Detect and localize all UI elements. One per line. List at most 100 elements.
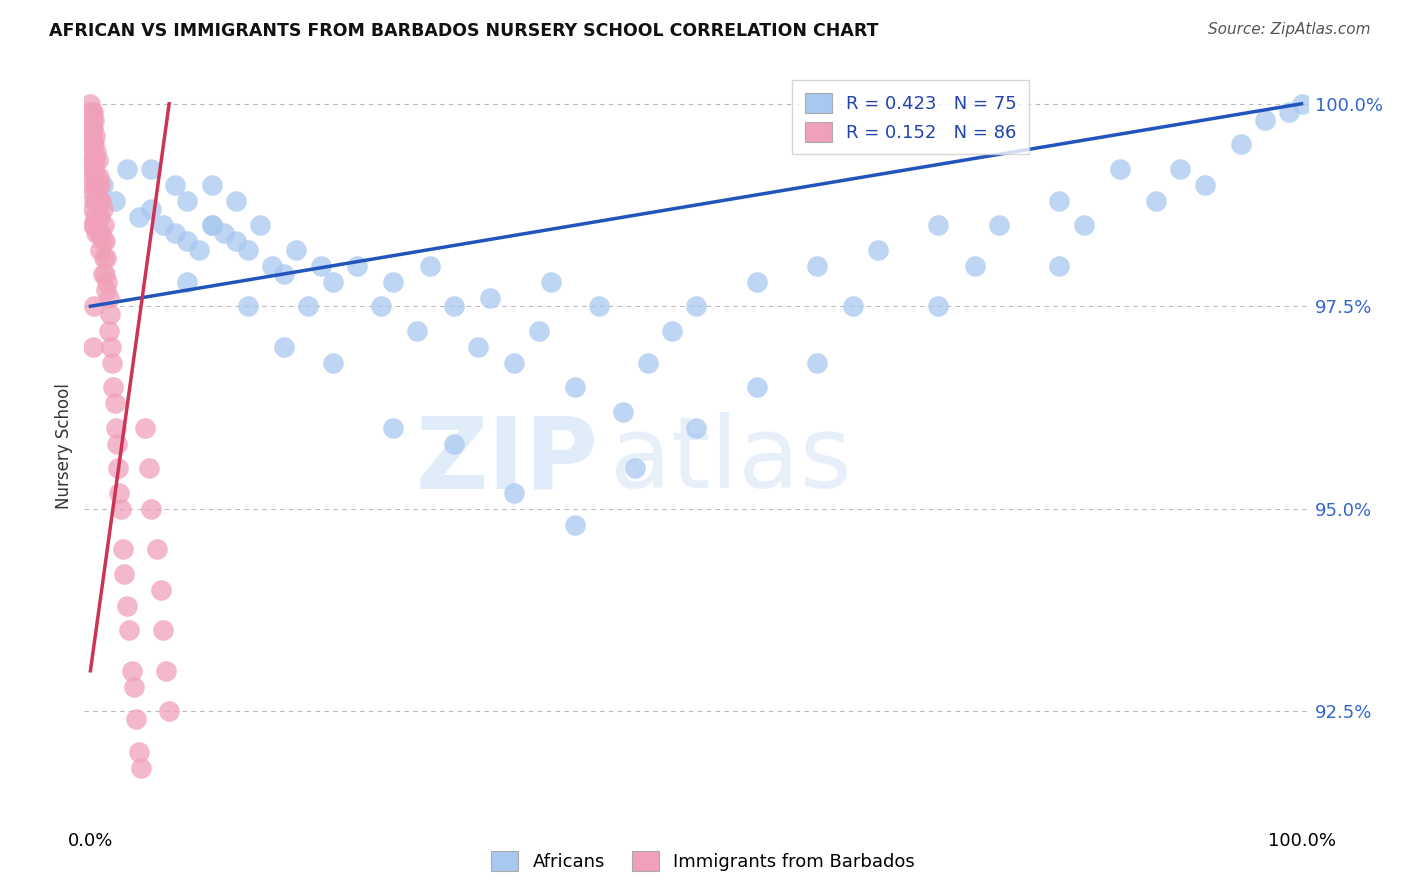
Point <box>80 178 103 192</box>
Point <box>103 380 125 394</box>
Point <box>90 194 112 208</box>
Point <box>115 161 138 176</box>
Point <box>82 153 104 168</box>
Point <box>83 219 105 233</box>
Point <box>82 104 104 119</box>
Point <box>612 404 634 418</box>
Point <box>80 161 103 176</box>
Point <box>80 121 103 136</box>
Point <box>236 299 259 313</box>
Point <box>637 356 659 370</box>
Point <box>82 219 104 233</box>
Point <box>176 275 198 289</box>
Point <box>285 243 308 257</box>
Point <box>200 219 222 233</box>
Point <box>89 243 111 257</box>
Point <box>479 291 502 305</box>
Point <box>139 161 162 176</box>
Point <box>79 96 101 111</box>
Y-axis label: Nursery School: Nursery School <box>55 383 73 509</box>
Point <box>86 145 108 160</box>
Point <box>79 104 101 119</box>
Point <box>225 194 247 208</box>
Point <box>83 112 105 127</box>
Point <box>418 259 440 273</box>
Text: ZIP: ZIP <box>415 412 598 509</box>
Point <box>84 178 107 192</box>
Text: AFRICAN VS IMMIGRANTS FROM BARBADOS NURSERY SCHOOL CORRELATION CHART: AFRICAN VS IMMIGRANTS FROM BARBADOS NURS… <box>49 22 879 40</box>
Text: atlas: atlas <box>610 412 852 509</box>
Point <box>90 227 112 241</box>
Point <box>806 356 828 370</box>
Point <box>128 210 150 224</box>
Point <box>661 324 683 338</box>
Point <box>82 202 104 216</box>
Point <box>200 219 222 233</box>
Point <box>1108 161 1130 176</box>
Point <box>370 299 392 313</box>
Point <box>297 299 319 313</box>
Point <box>94 235 117 249</box>
Point <box>842 299 865 313</box>
Point <box>1144 194 1167 208</box>
Point <box>104 421 127 435</box>
Point <box>382 275 405 289</box>
Point <box>82 137 104 152</box>
Point <box>588 299 610 313</box>
Point <box>212 227 235 241</box>
Point <box>80 129 103 144</box>
Point <box>165 178 187 192</box>
Point <box>91 202 114 216</box>
Point <box>112 542 135 557</box>
Point <box>83 161 105 176</box>
Point <box>467 340 489 354</box>
Point <box>685 421 707 435</box>
Point <box>101 356 124 370</box>
Point <box>129 761 152 775</box>
Point <box>273 340 295 354</box>
Point <box>84 153 107 168</box>
Point <box>149 582 172 597</box>
Point <box>97 324 120 338</box>
Point <box>80 145 103 160</box>
Point <box>79 121 101 136</box>
Point <box>866 243 889 257</box>
Point <box>249 219 271 233</box>
Point <box>165 227 187 241</box>
Point <box>564 518 586 533</box>
Point <box>346 259 368 273</box>
Point <box>125 712 148 726</box>
Point <box>122 680 145 694</box>
Point <box>86 169 108 184</box>
Point <box>225 235 247 249</box>
Point <box>443 299 465 313</box>
Point <box>80 153 103 168</box>
Point <box>745 380 768 394</box>
Legend: R = 0.423   N = 75, R = 0.152   N = 86: R = 0.423 N = 75, R = 0.152 N = 86 <box>792 80 1029 154</box>
Point <box>87 227 110 241</box>
Point <box>322 356 344 370</box>
Point <box>121 664 143 678</box>
Point <box>104 396 127 410</box>
Point <box>80 112 103 127</box>
Point <box>89 210 111 224</box>
Point <box>93 251 115 265</box>
Point <box>84 129 107 144</box>
Point <box>1291 96 1313 111</box>
Point <box>134 421 156 435</box>
Point <box>927 299 949 313</box>
Point <box>86 210 108 224</box>
Point <box>176 194 198 208</box>
Point <box>138 461 160 475</box>
Point <box>104 194 127 208</box>
Point <box>1073 219 1095 233</box>
Point <box>94 267 117 281</box>
Point <box>406 324 429 338</box>
Point <box>87 169 110 184</box>
Point <box>927 219 949 233</box>
Point <box>139 501 162 516</box>
Point <box>1047 259 1070 273</box>
Point <box>128 745 150 759</box>
Point <box>82 169 104 184</box>
Point <box>96 283 118 297</box>
